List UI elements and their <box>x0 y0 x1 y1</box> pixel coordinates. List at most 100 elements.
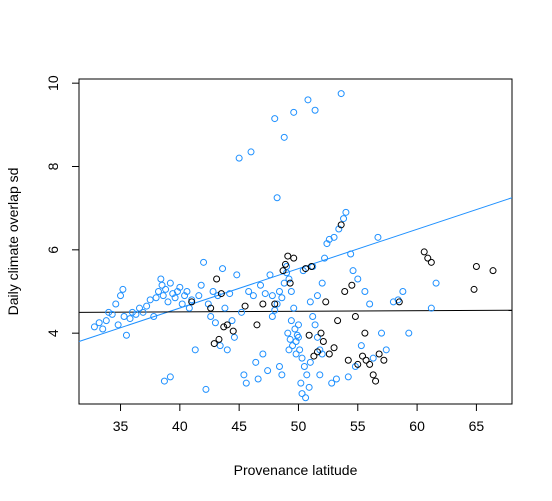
data-point <box>226 290 234 298</box>
data-point <box>128 308 136 316</box>
plot-frame <box>78 78 513 405</box>
data-point <box>136 304 144 312</box>
data-point <box>306 298 314 306</box>
data-point <box>300 363 308 370</box>
data-point <box>122 331 130 339</box>
data-point <box>294 333 302 341</box>
data-point <box>139 308 147 316</box>
y-axis-title: Daily climate overlap sd <box>5 168 21 316</box>
data-point <box>247 148 255 156</box>
data-point <box>200 258 208 266</box>
data-point <box>252 358 260 366</box>
data-point <box>305 331 313 339</box>
data-point <box>298 354 306 362</box>
data-point <box>216 342 224 350</box>
data-point <box>395 298 403 306</box>
data-point <box>351 363 359 370</box>
data-point <box>195 292 203 300</box>
data-point <box>427 258 435 266</box>
x-tick-label: 50 <box>291 418 307 434</box>
data-point <box>112 300 120 308</box>
regression-lines <box>78 197 513 342</box>
data-point <box>311 321 319 329</box>
data-point <box>287 288 295 295</box>
data-point <box>249 292 257 300</box>
data-point <box>366 360 374 368</box>
data-point <box>223 321 231 329</box>
data-point <box>273 194 281 202</box>
data-point <box>160 377 168 385</box>
data-point <box>362 356 370 364</box>
data-point <box>308 263 316 270</box>
data-point <box>132 310 140 318</box>
data-point <box>354 275 362 283</box>
data-point <box>374 233 382 241</box>
x-tick-label: 55 <box>350 418 366 434</box>
data-point <box>359 352 367 360</box>
data-point <box>344 373 352 381</box>
data-point <box>297 379 305 387</box>
data-point <box>354 360 362 368</box>
data-point <box>283 269 291 277</box>
data-point <box>316 371 324 379</box>
data-point <box>289 342 297 350</box>
data-point <box>154 288 162 295</box>
data-points <box>90 90 497 402</box>
data-point <box>275 363 283 370</box>
data-point <box>183 288 191 295</box>
data-point <box>281 260 289 268</box>
data-point <box>240 371 248 379</box>
data-point <box>114 321 122 329</box>
data-point <box>294 321 302 329</box>
data-point <box>299 267 307 275</box>
data-point <box>185 304 193 312</box>
data-point <box>271 306 279 314</box>
data-point <box>220 323 228 331</box>
x-tick-label: 45 <box>231 418 247 434</box>
data-point <box>284 329 292 337</box>
data-point <box>287 317 295 325</box>
data-point <box>325 350 333 358</box>
data-point <box>279 267 287 275</box>
data-point <box>119 285 127 293</box>
data-point <box>291 325 299 333</box>
data-point <box>348 281 356 289</box>
data-point <box>253 321 261 329</box>
data-point <box>197 281 205 289</box>
data-point <box>309 313 317 320</box>
data-point <box>311 106 319 114</box>
data-point <box>290 254 298 262</box>
data-point <box>340 215 348 223</box>
data-point <box>303 371 311 379</box>
data-point <box>286 335 294 343</box>
data-point <box>305 383 313 391</box>
data-point <box>117 292 125 300</box>
data-point <box>349 267 357 275</box>
data-point <box>150 313 158 320</box>
data-point <box>470 285 478 293</box>
data-point <box>90 323 98 331</box>
data-point <box>238 308 246 316</box>
data-point <box>166 279 174 287</box>
x-axis-title: Provenance latitude <box>234 462 358 478</box>
data-point <box>158 281 166 289</box>
regression-line <box>78 309 513 313</box>
data-point <box>211 319 219 327</box>
data-point <box>319 338 327 345</box>
data-point <box>369 354 377 362</box>
data-point <box>191 346 199 354</box>
data-point <box>223 346 231 354</box>
data-point <box>245 288 253 295</box>
data-point <box>369 371 377 379</box>
data-point <box>347 250 355 258</box>
data-point <box>284 252 292 260</box>
data-point <box>230 333 238 341</box>
data-point <box>427 304 435 312</box>
data-point <box>126 315 134 323</box>
data-point <box>318 279 326 287</box>
data-point <box>351 313 359 320</box>
data-point <box>171 294 179 302</box>
data-point <box>275 288 283 295</box>
regression-line <box>78 197 513 342</box>
